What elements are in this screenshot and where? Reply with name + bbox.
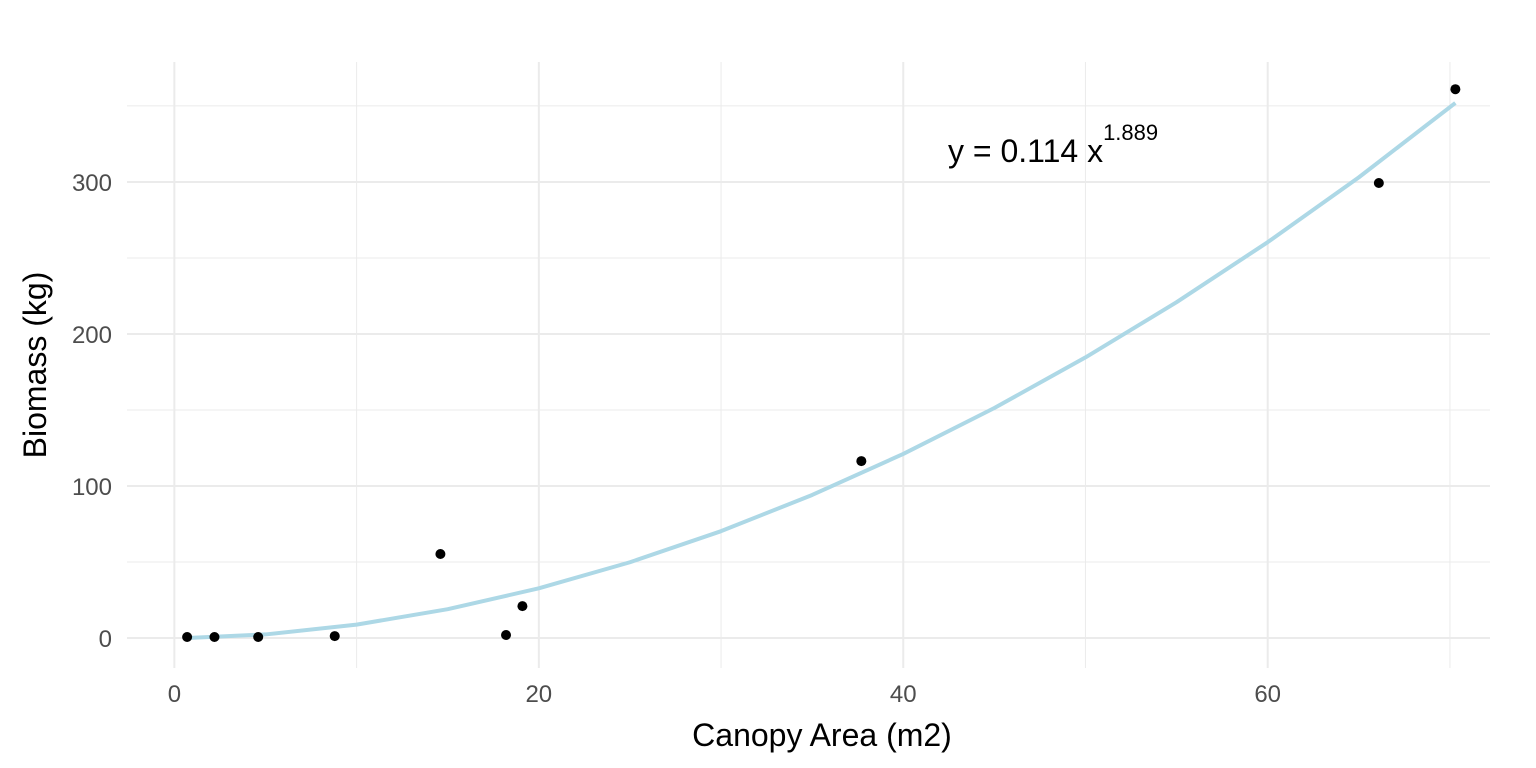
point <box>435 548 446 559</box>
y-tick-label: 100 <box>72 474 112 501</box>
annotation: y = 0.114 x1.889 <box>948 120 1158 169</box>
point <box>329 631 340 642</box>
point <box>856 456 867 467</box>
x-tick-label: 40 <box>890 681 917 708</box>
annotation-superscript: 1.889 <box>1103 120 1158 145</box>
annotation-text: y = 0.114 x <box>948 133 1103 169</box>
x-tick-label: 20 <box>525 681 552 708</box>
x-tick-label: 60 <box>1254 681 1281 708</box>
point <box>1373 178 1384 189</box>
point <box>209 631 220 642</box>
point <box>1450 84 1461 95</box>
point <box>501 630 512 641</box>
point <box>182 631 193 642</box>
y-tick-label: 200 <box>72 322 112 349</box>
point <box>517 601 528 612</box>
x-tick-label: 0 <box>168 681 181 708</box>
y-tick-label: 0 <box>99 626 112 653</box>
y-axis-title: Biomass (kg) <box>17 272 53 459</box>
x-axis-title: Canopy Area (m2) <box>692 717 952 753</box>
fit-line <box>187 101 1457 640</box>
y-tick-label: 300 <box>72 170 112 197</box>
point <box>253 631 264 642</box>
